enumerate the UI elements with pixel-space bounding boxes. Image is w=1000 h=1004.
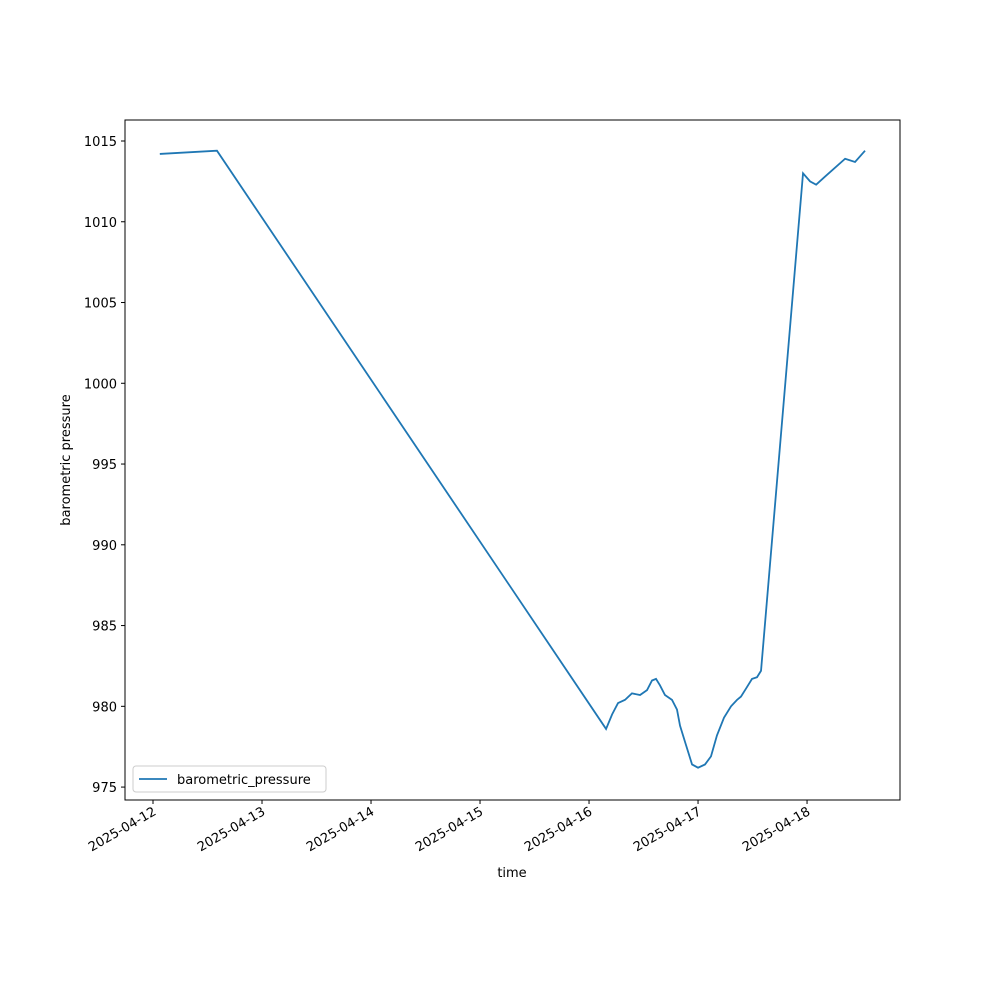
legend-label: barometric_pressure bbox=[177, 773, 311, 788]
y-tick-label: 975 bbox=[92, 781, 117, 796]
x-tick-label: 2025-04-13 bbox=[195, 804, 268, 855]
x-tick-label: 2025-04-12 bbox=[86, 804, 159, 855]
x-tick-label: 2025-04-18 bbox=[740, 804, 813, 855]
y-tick-label: 980 bbox=[92, 700, 117, 715]
y-tick-label: 985 bbox=[92, 620, 117, 635]
x-tick-label: 2025-04-16 bbox=[522, 804, 595, 855]
y-axis-label: barometric pressure bbox=[59, 394, 74, 525]
y-tick-label: 995 bbox=[92, 458, 117, 473]
y-tick-label: 1000 bbox=[84, 377, 117, 392]
y-tick-label: 1005 bbox=[84, 297, 117, 312]
legend-box bbox=[132, 765, 327, 793]
x-tick-label: 2025-04-17 bbox=[631, 804, 704, 855]
y-tick-label: 1015 bbox=[84, 135, 117, 150]
plot-frame bbox=[124, 119, 901, 801]
y-tick-label: 990 bbox=[92, 539, 117, 554]
x-tick-label: 2025-04-15 bbox=[413, 804, 486, 855]
data-line bbox=[159, 149, 866, 769]
x-axis-label: time bbox=[497, 866, 526, 881]
y-tick-label: 1010 bbox=[84, 216, 117, 231]
x-tick-label: 2025-04-14 bbox=[304, 804, 377, 855]
